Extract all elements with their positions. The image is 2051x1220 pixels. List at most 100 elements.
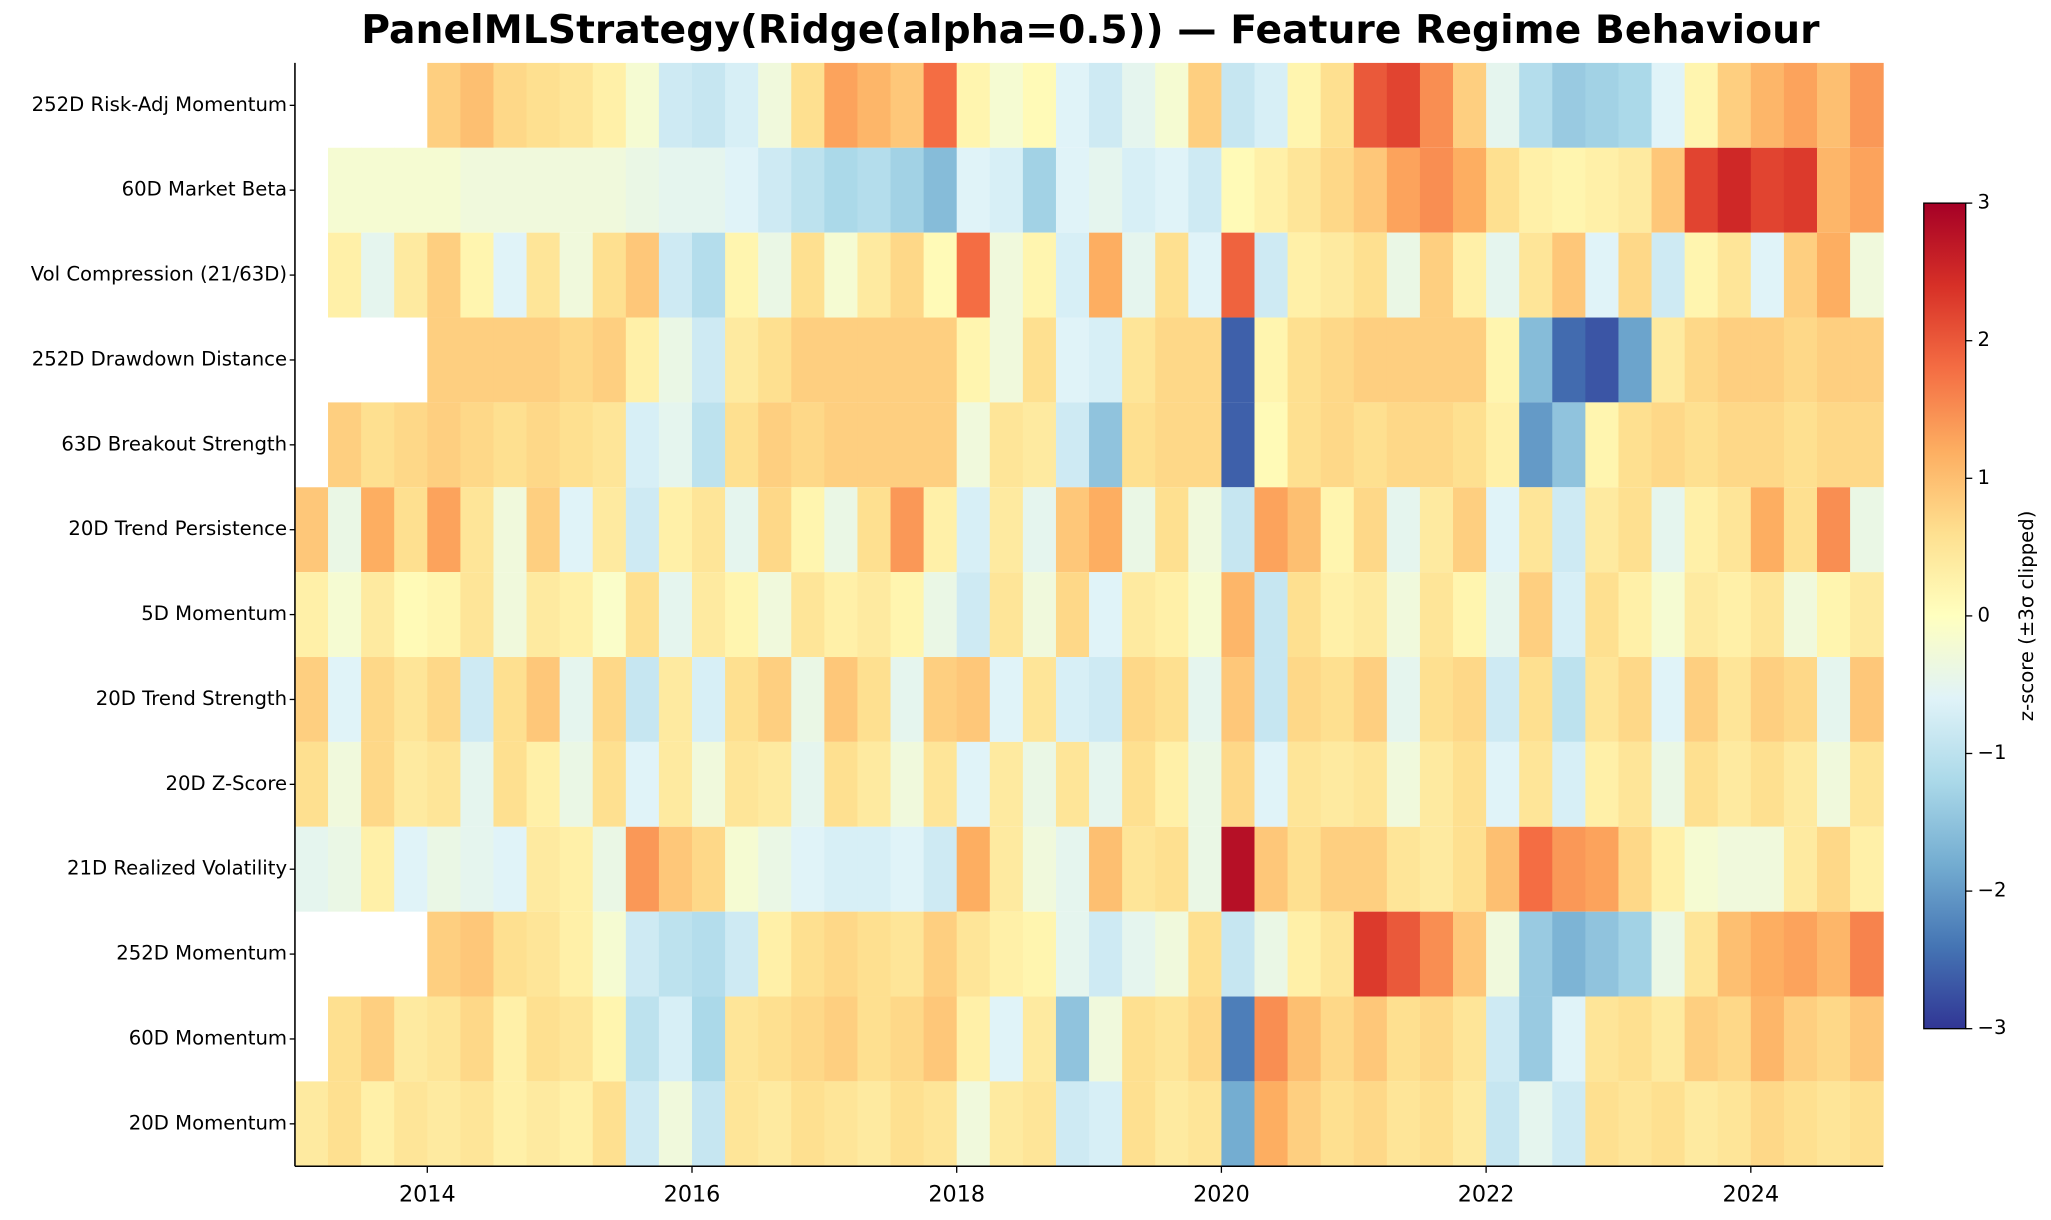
heat-cell bbox=[725, 1081, 759, 1167]
heat-cell bbox=[1254, 657, 1289, 742]
heat-cell bbox=[460, 147, 494, 233]
heat-cell bbox=[1783, 232, 1818, 318]
heat-cell bbox=[1188, 1081, 1222, 1167]
heat-cell bbox=[625, 657, 660, 742]
x-tick-label: 2024 bbox=[1722, 1182, 1779, 1208]
heat-cell bbox=[559, 996, 594, 1082]
heat-cell bbox=[989, 1081, 1024, 1167]
heat-cell bbox=[1386, 657, 1421, 742]
heat-cell bbox=[1055, 62, 1090, 148]
heat-cell bbox=[460, 232, 494, 318]
heat-cell bbox=[1419, 741, 1454, 827]
heat-cell bbox=[1717, 317, 1752, 403]
heat-cell bbox=[1453, 317, 1487, 403]
heat-cell bbox=[1055, 317, 1090, 403]
heat-cell bbox=[1552, 487, 1586, 573]
colorbar-tick-label: 2 bbox=[1978, 328, 1991, 351]
heat-cell bbox=[1022, 657, 1057, 742]
heat-cell bbox=[989, 317, 1024, 403]
heat-cell bbox=[989, 657, 1024, 742]
heat-cell bbox=[328, 996, 362, 1082]
heat-cell bbox=[1022, 232, 1057, 318]
heat-cell bbox=[1552, 62, 1586, 148]
heat-cell bbox=[890, 487, 925, 573]
heat-cell bbox=[824, 402, 858, 488]
heat-cell bbox=[1320, 572, 1355, 658]
heat-cell bbox=[1618, 741, 1653, 827]
heat-cell bbox=[592, 62, 627, 148]
heat-cell bbox=[1585, 996, 1619, 1082]
heat-cell bbox=[1254, 572, 1289, 658]
heat-cell bbox=[1816, 317, 1851, 403]
heat-cell bbox=[691, 572, 726, 658]
heat-cell bbox=[758, 572, 792, 658]
heat-cell bbox=[1783, 317, 1818, 403]
heat-cell bbox=[956, 147, 991, 233]
heat-cell bbox=[857, 402, 892, 488]
row-label: 20D Trend Strength bbox=[96, 687, 287, 710]
heat-cell bbox=[1585, 911, 1619, 997]
heat-cell bbox=[725, 996, 759, 1082]
heat-cell bbox=[725, 911, 759, 997]
row-label: 252D Momentum bbox=[116, 942, 287, 965]
heat-cell bbox=[1155, 826, 1189, 912]
heat-cell bbox=[758, 402, 792, 488]
colorbar-tick-label: −3 bbox=[1978, 1016, 2007, 1039]
heat-cell bbox=[691, 232, 726, 318]
heat-cell bbox=[1684, 911, 1719, 997]
heat-cell bbox=[1419, 232, 1454, 318]
heat-cell bbox=[658, 572, 693, 658]
heat-cell bbox=[824, 657, 858, 742]
heat-cell bbox=[1453, 402, 1487, 488]
heat-cell bbox=[890, 147, 925, 233]
heat-cell bbox=[1816, 741, 1851, 827]
heat-cell bbox=[361, 572, 395, 658]
colorbar-label: z-score (±3σ clipped) bbox=[2015, 511, 2038, 722]
heat-cell bbox=[328, 487, 362, 573]
heat-cell bbox=[956, 741, 991, 827]
heat-cell bbox=[361, 657, 395, 742]
heat-cell bbox=[1552, 1081, 1586, 1167]
heat-cell bbox=[559, 147, 594, 233]
heat-cell bbox=[361, 232, 395, 318]
row-label: 60D Market Beta bbox=[122, 178, 287, 201]
heat-cell bbox=[857, 741, 892, 827]
heat-cell bbox=[427, 317, 461, 403]
heat-cell bbox=[1419, 1081, 1454, 1167]
heat-cell bbox=[1453, 147, 1487, 233]
heat-cell bbox=[1552, 572, 1586, 658]
heat-cell bbox=[1651, 402, 1686, 488]
heat-cell bbox=[1320, 232, 1355, 318]
heat-cell bbox=[1684, 62, 1719, 148]
heat-cell bbox=[923, 996, 958, 1082]
heat-cell bbox=[1287, 487, 1322, 573]
heat-cell bbox=[592, 657, 627, 742]
heat-cell bbox=[1122, 62, 1156, 148]
heat-cell bbox=[394, 741, 428, 827]
heat-cell bbox=[1221, 826, 1256, 912]
heat-cell bbox=[1519, 741, 1553, 827]
heat-cell bbox=[1419, 826, 1454, 912]
heat-cell bbox=[725, 741, 759, 827]
heat-cell bbox=[592, 147, 627, 233]
heat-cell bbox=[1287, 996, 1322, 1082]
heat-cell bbox=[923, 572, 958, 658]
heat-cell bbox=[460, 826, 494, 912]
heat-cell bbox=[1750, 741, 1785, 827]
heat-cell bbox=[1816, 487, 1851, 573]
heat-cell bbox=[758, 911, 792, 997]
colorbar-tick-label: 1 bbox=[1978, 466, 1991, 489]
heat-cell bbox=[890, 657, 925, 742]
heat-cell bbox=[1684, 572, 1719, 658]
heat-cell bbox=[691, 741, 726, 827]
heat-cell bbox=[1684, 741, 1719, 827]
heat-cell bbox=[460, 911, 494, 997]
row-label: 20D Trend Persistence bbox=[68, 517, 287, 540]
heat-cell bbox=[1552, 911, 1586, 997]
heat-cell bbox=[460, 572, 494, 658]
heat-cell bbox=[890, 1081, 925, 1167]
heat-cell bbox=[526, 741, 561, 827]
heat-cell bbox=[1552, 232, 1586, 318]
heat-cell bbox=[1783, 147, 1818, 233]
heat-cell bbox=[1188, 572, 1222, 658]
